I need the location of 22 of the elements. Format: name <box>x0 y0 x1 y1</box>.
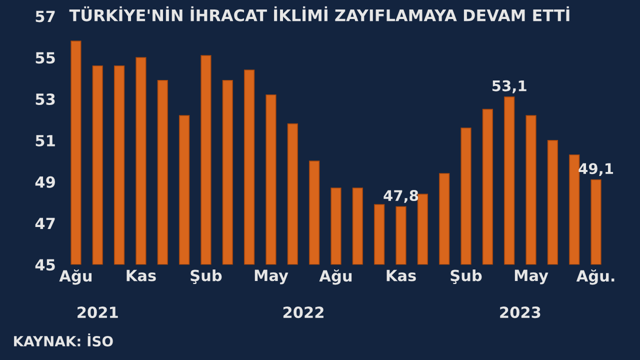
x-tick-label: Ağu <box>319 269 352 285</box>
text: 2023 <box>500 306 540 318</box>
text: KAYNAK: İSO <box>14 333 113 347</box>
x-tick-label: May <box>514 270 548 284</box>
x-tick-label: Ağu. <box>576 269 614 285</box>
y-tick-label: 55 <box>36 52 55 64</box>
y-tick-label: 49 <box>35 176 55 188</box>
x-tick-label: Ağu <box>59 269 92 285</box>
text: 2021 <box>78 306 118 318</box>
x-tick-label: Kas <box>386 270 416 282</box>
y-tick-label: 47 <box>35 218 55 230</box>
chart-title: TÜRKİYE'NİN İHRACAT İKLİMİ ZAYIFLAMAYA DEVAM ETTİ <box>69 6 570 22</box>
y-tick-label: 51 <box>36 135 55 146</box>
x-tick-label: Şub <box>450 269 482 284</box>
x-tick-label: Şub <box>190 269 222 284</box>
data-label: 53,1 <box>492 80 526 94</box>
y-tick-label: 57 <box>36 10 55 22</box>
y-tick-label: 45 <box>35 259 55 271</box>
x-tick-label: May <box>254 270 288 284</box>
x-tick-label: Kas <box>126 270 156 282</box>
text: 2022 <box>283 306 324 318</box>
y-tick-label: 53 <box>36 93 55 106</box>
